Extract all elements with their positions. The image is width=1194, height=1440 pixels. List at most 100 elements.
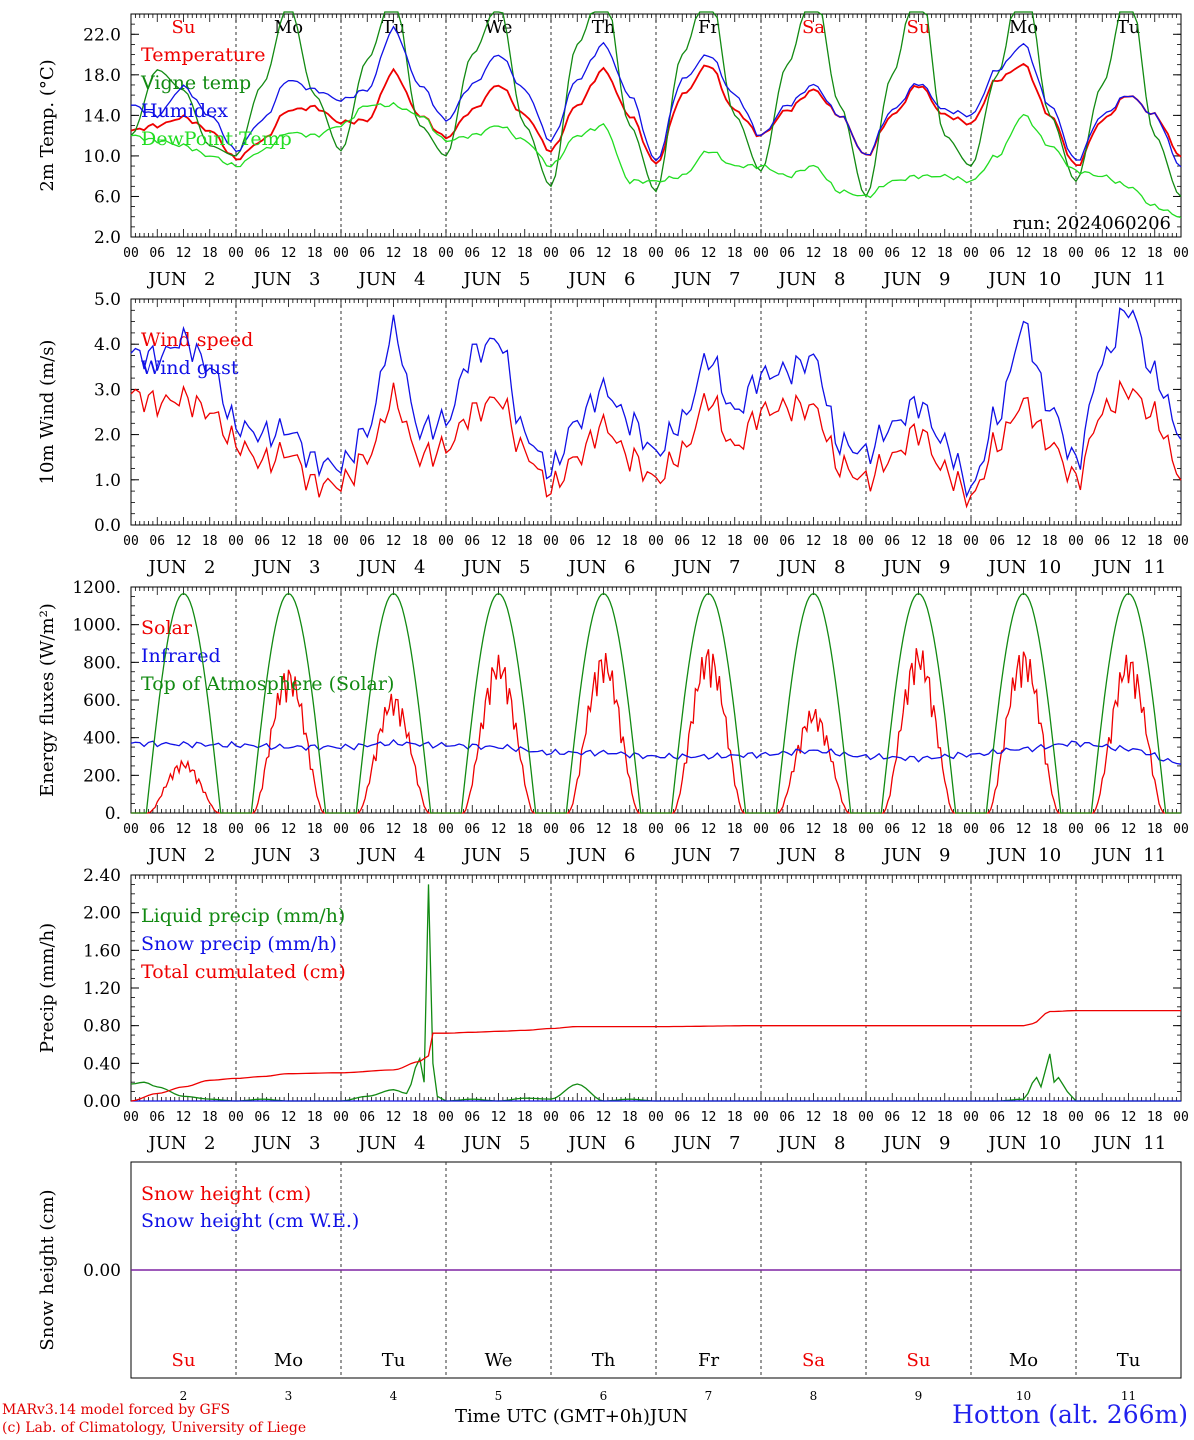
hour-tick-label: 18: [1042, 822, 1058, 837]
day-label-month: JUN: [147, 557, 187, 578]
day-label-month: JUN: [147, 1133, 187, 1154]
legend-entry: Wind speed: [141, 329, 253, 351]
hour-tick-label: 06: [884, 246, 900, 261]
weekday-label: Su: [172, 1350, 196, 1371]
hour-tick-label: 12: [386, 1110, 402, 1125]
y-tick-label: 22.0: [83, 25, 121, 45]
series-line-3: [131, 592, 1181, 814]
hour-tick-label: 12: [1016, 246, 1032, 261]
hour-tick-label: 12: [911, 246, 927, 261]
hour-tick-label: 00: [123, 246, 139, 261]
hour-tick-label: 06: [149, 1110, 165, 1125]
day-label-number: 10: [1038, 557, 1061, 578]
hour-tick-label: 18: [202, 534, 218, 549]
y-axis-label: Snow height (cm): [37, 1189, 58, 1350]
hour-tick-label: 18: [307, 822, 323, 837]
y-tick-label: 5.0: [94, 290, 121, 310]
model-credit: MARv3.14 model forced by GFS: [2, 1402, 231, 1418]
hour-tick-label: 00: [648, 1110, 664, 1125]
hour-tick-label: 00: [858, 534, 874, 549]
day-label-number: 7: [729, 557, 740, 578]
hour-tick-label: 06: [359, 822, 375, 837]
hour-tick-label: 12: [491, 246, 507, 261]
series-line-3: [131, 25, 1182, 168]
hour-tick-label: 00: [648, 246, 664, 261]
hour-tick-label: 06: [989, 534, 1005, 549]
day-label-month: JUN: [987, 845, 1027, 866]
day-label-number: 4: [414, 557, 425, 578]
hour-tick-label: 06: [569, 534, 585, 549]
y-tick-label: 800.: [83, 653, 121, 673]
hour-tick-label: 00: [123, 1110, 139, 1125]
hour-tick-label: 00: [333, 534, 349, 549]
day-label-number: 11: [1143, 1133, 1166, 1154]
hour-tick-label: 18: [412, 534, 428, 549]
hour-tick-label: 06: [1094, 534, 1110, 549]
day-label-month: JUN: [357, 845, 397, 866]
weekday-label: Tu: [382, 1350, 406, 1371]
day-label-number: 8: [834, 845, 845, 866]
hour-tick-label: 12: [386, 246, 402, 261]
weekday-label: Th: [592, 17, 616, 38]
hour-tick-label: 12: [701, 1110, 717, 1125]
hour-tick-label: 18: [937, 1110, 953, 1125]
hour-tick-label: 12: [806, 246, 822, 261]
day-label-number: 2: [204, 269, 215, 290]
day-label-month: JUN: [882, 269, 922, 290]
day-label-number: 6: [624, 557, 635, 578]
day-label-number: 5: [519, 269, 530, 290]
hour-tick-label: 12: [806, 822, 822, 837]
hour-tick-label: 18: [412, 246, 428, 261]
hour-tick-label: 06: [779, 246, 795, 261]
weekday-label: Tu: [1117, 1350, 1141, 1371]
hour-tick-label: 12: [701, 246, 717, 261]
hour-tick-label: 12: [1121, 1110, 1137, 1125]
y-tick-label: 0.0: [94, 516, 121, 536]
hour-tick-label: 00: [543, 534, 559, 549]
y-tick-label: 2.0: [94, 426, 121, 446]
hour-tick-label: 06: [359, 1110, 375, 1125]
lab-credit: (c) Lab. of Climatology, University of L…: [2, 1420, 307, 1436]
hour-tick-label: 12: [491, 1110, 507, 1125]
weekday-label: Mo: [1009, 17, 1038, 38]
weekday-label: Su: [907, 17, 931, 38]
hour-tick-label: 00: [543, 822, 559, 837]
hour-tick-label: 06: [254, 534, 270, 549]
y-tick-label: 0.: [105, 804, 121, 824]
y-tick-label: 600.: [83, 691, 121, 711]
hour-tick-label: 00: [753, 246, 769, 261]
day-number-label: 11: [1121, 1389, 1136, 1403]
day-label-month: JUN: [672, 269, 712, 290]
hour-tick-label: 12: [491, 822, 507, 837]
hour-tick-label: 06: [884, 822, 900, 837]
hour-tick-label: 18: [622, 246, 638, 261]
y-tick-label: 14.0: [83, 106, 121, 126]
day-label-number: 8: [834, 557, 845, 578]
hour-tick-label: 12: [911, 534, 927, 549]
hour-tick-label: 06: [1094, 246, 1110, 261]
day-label-number: 11: [1143, 557, 1166, 578]
hour-tick-label: 00: [228, 822, 244, 837]
hour-tick-label: 00: [648, 534, 664, 549]
hour-tick-label: 12: [596, 1110, 612, 1125]
run-annotation: run: 2024060206: [1013, 213, 1171, 234]
legend-entry: Liquid precip (mm/h): [141, 905, 345, 927]
hour-tick-label: 12: [176, 1110, 192, 1125]
day-label-month: JUN: [1092, 1133, 1132, 1154]
legend-entry: Snow height (cm): [141, 1183, 311, 1205]
day-label-month: JUN: [252, 845, 292, 866]
hour-tick-label: 18: [1147, 534, 1163, 549]
day-label-number: 10: [1038, 845, 1061, 866]
day-label-number: 9: [939, 845, 950, 866]
weekday-label: Fr: [698, 17, 719, 38]
hour-tick-label: 12: [176, 534, 192, 549]
day-label-month: JUN: [252, 269, 292, 290]
day-label-month: JUN: [357, 269, 397, 290]
hour-tick-label: 18: [412, 1110, 428, 1125]
series-line-2: [130, 11, 1182, 198]
day-label-month: JUN: [777, 269, 817, 290]
hour-tick-label: 00: [858, 822, 874, 837]
weekday-label: Mo: [1009, 1350, 1038, 1371]
hour-tick-label: 06: [464, 534, 480, 549]
panel-2: 0.0 1.0 2.0 3.0 4.0 5.0 10m Wind (m/s) 00 06 12 18…: [37, 290, 1189, 578]
